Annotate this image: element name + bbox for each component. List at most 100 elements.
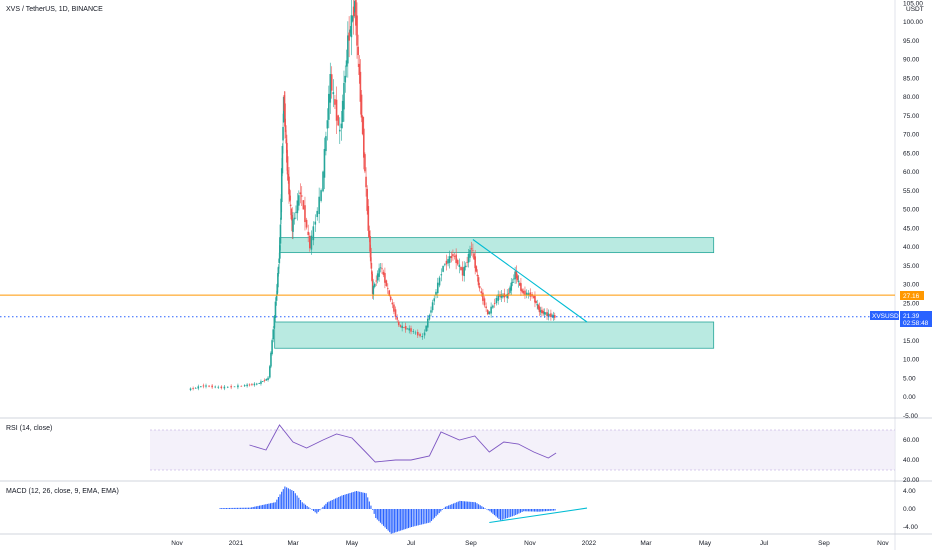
macd-bar bbox=[511, 509, 513, 517]
macd-bar bbox=[360, 492, 362, 509]
macd-bar bbox=[401, 509, 403, 531]
candle-body bbox=[208, 385, 210, 387]
macd-bar bbox=[459, 500, 461, 509]
candle-body bbox=[263, 380, 266, 381]
price-tick-label: -5.00 bbox=[903, 413, 918, 420]
macd-bar bbox=[357, 491, 359, 509]
candle-body bbox=[410, 328, 412, 332]
macd-bar bbox=[241, 507, 243, 509]
price-tick-label: 85.00 bbox=[903, 75, 920, 82]
macd-bar bbox=[262, 504, 264, 509]
macd-bar bbox=[411, 509, 413, 527]
macd-bar bbox=[232, 507, 234, 509]
macd-bar bbox=[454, 502, 456, 509]
macd-bar bbox=[406, 509, 408, 529]
rsi-line bbox=[249, 424, 557, 463]
candle-body bbox=[513, 278, 515, 280]
macd-bar bbox=[373, 509, 375, 514]
macd-bar bbox=[470, 501, 472, 509]
macd-bar bbox=[524, 509, 526, 512]
macd-bar bbox=[252, 506, 254, 509]
macd-bar bbox=[323, 505, 325, 509]
candle-body bbox=[425, 325, 427, 332]
rsi-label: RSI (14, close) bbox=[6, 425, 52, 432]
macd-bar bbox=[338, 497, 340, 509]
macd-bar bbox=[513, 509, 515, 516]
candle-body bbox=[278, 258, 280, 263]
candle-body bbox=[287, 173, 290, 180]
candle-body bbox=[488, 311, 491, 315]
candle-body bbox=[243, 385, 246, 387]
macd-bar bbox=[257, 505, 259, 509]
macd-bar bbox=[537, 509, 539, 512]
macd-bar bbox=[432, 509, 434, 520]
candle-body bbox=[467, 253, 470, 263]
macd-bar bbox=[284, 486, 286, 509]
price-overlay-lines bbox=[0, 239, 895, 323]
candle-body bbox=[296, 200, 299, 214]
time-tick-label: Nov bbox=[877, 540, 889, 547]
candle-body bbox=[533, 296, 535, 298]
macd-bar bbox=[291, 490, 293, 509]
candle-body bbox=[269, 366, 271, 378]
rsi-pane bbox=[249, 424, 557, 463]
candle-body bbox=[310, 235, 313, 250]
macd-bar bbox=[393, 509, 395, 533]
candle-body bbox=[318, 196, 320, 215]
macd-bar bbox=[430, 509, 433, 521]
macd-bar bbox=[527, 509, 529, 512]
candle-body bbox=[202, 385, 205, 387]
macd-bar bbox=[495, 509, 497, 517]
macd-bar bbox=[222, 508, 224, 509]
candle-body bbox=[477, 277, 480, 286]
candle-body bbox=[387, 288, 389, 290]
candle-body bbox=[495, 298, 498, 304]
macd-bar bbox=[529, 509, 531, 512]
macd-bar bbox=[460, 501, 463, 509]
candle-body bbox=[261, 381, 264, 382]
candle-body bbox=[368, 230, 371, 237]
candle-body bbox=[514, 271, 516, 280]
candle-body bbox=[547, 313, 550, 317]
candle-body bbox=[404, 325, 407, 330]
candle-body bbox=[515, 270, 518, 279]
candle-body bbox=[553, 315, 556, 318]
macd-bar bbox=[434, 509, 436, 518]
macd-bar bbox=[349, 493, 351, 509]
price-tick-label: 95.00 bbox=[903, 38, 920, 45]
candle-body bbox=[260, 381, 262, 384]
candle-body bbox=[246, 384, 248, 387]
candle-body bbox=[270, 352, 272, 367]
macd-bar bbox=[346, 494, 348, 509]
candle-body bbox=[436, 282, 439, 294]
macd-bar bbox=[263, 504, 265, 509]
macd-bar bbox=[375, 509, 377, 518]
macd-bar bbox=[452, 503, 455, 509]
candle-body bbox=[299, 192, 302, 195]
time-tick-label: Mar bbox=[287, 540, 299, 547]
macd-bar bbox=[456, 502, 458, 509]
candle-body bbox=[355, 0, 357, 26]
macd-bar bbox=[344, 494, 346, 509]
candle-body bbox=[544, 313, 547, 315]
candle-body bbox=[394, 309, 397, 317]
price-tick-label: 35.00 bbox=[903, 263, 920, 270]
candle-body bbox=[416, 331, 419, 336]
macd-bar bbox=[365, 493, 367, 509]
resistance-price-label: 27.16 bbox=[903, 293, 920, 300]
candle-body bbox=[279, 245, 281, 259]
candle-body bbox=[469, 249, 471, 258]
candle-body bbox=[338, 129, 341, 132]
currency-label: USDT bbox=[906, 6, 924, 13]
macd-bar bbox=[293, 491, 295, 509]
candle-body bbox=[366, 188, 368, 211]
candle-body bbox=[349, 29, 352, 33]
macd-bar bbox=[224, 508, 226, 509]
macd-bar bbox=[319, 509, 321, 511]
macd-bar bbox=[551, 509, 553, 511]
macd-bar bbox=[341, 495, 343, 509]
macd-bar bbox=[398, 509, 400, 532]
candle-body bbox=[543, 311, 546, 315]
macd-bar bbox=[303, 503, 305, 509]
